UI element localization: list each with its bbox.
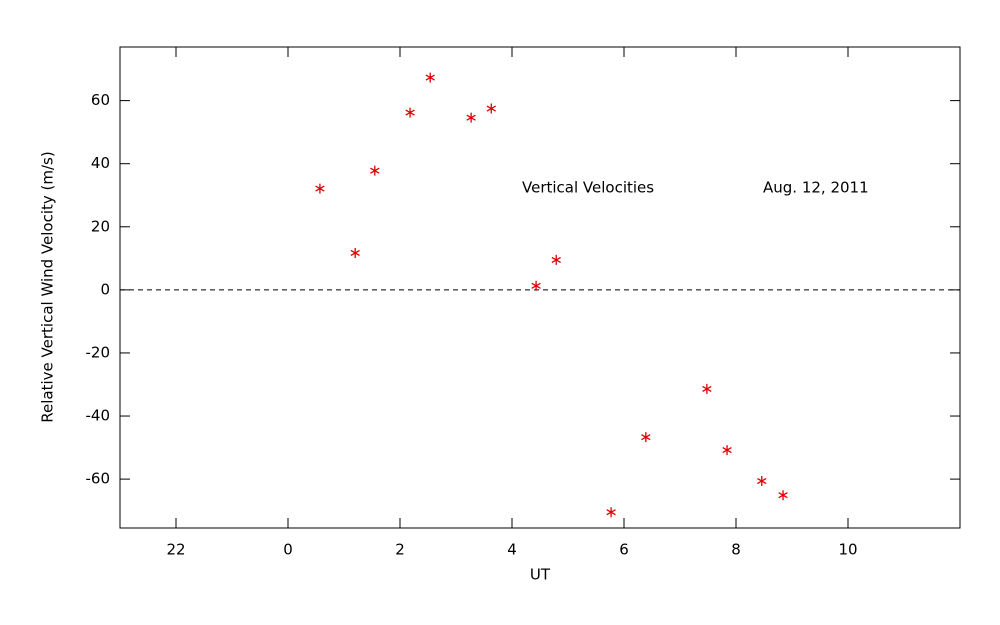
y-tick-label: -60 — [86, 470, 111, 488]
x-tick-label: 22 — [166, 541, 185, 559]
annotation: Vertical Velocities — [522, 179, 654, 197]
data-point — [531, 280, 541, 291]
y-tick-label: 20 — [91, 217, 110, 235]
y-tick-label: -40 — [86, 407, 111, 425]
x-tick-label: 0 — [283, 541, 293, 559]
y-tick-label: 60 — [91, 91, 110, 109]
y-tick-label: -20 — [86, 343, 111, 361]
x-tick-label: 8 — [731, 541, 741, 559]
x-tick-label: 2 — [395, 541, 405, 559]
data-point — [315, 183, 325, 194]
data-point — [778, 490, 788, 501]
x-tick-label: 6 — [619, 541, 629, 559]
data-point — [425, 72, 435, 83]
data-point — [486, 103, 496, 114]
x-tick-label: 10 — [838, 541, 857, 559]
data-point — [350, 247, 360, 258]
data-point — [466, 112, 476, 123]
y-tick-label: 0 — [100, 280, 110, 298]
plot-frame — [119, 46, 961, 529]
data-point — [405, 107, 415, 118]
data-point — [722, 445, 732, 456]
y-tick-label: 40 — [91, 154, 110, 172]
x-axis-label: UT — [530, 566, 551, 584]
data-point — [370, 165, 380, 176]
data-point — [641, 432, 651, 443]
y-axis-label: Relative Vertical Wind Velocity (m/s) — [39, 151, 57, 422]
annotation: Aug. 12, 2011 — [763, 179, 869, 197]
data-point — [757, 476, 767, 487]
data-point — [606, 507, 616, 518]
data-point — [702, 383, 712, 394]
x-tick-label: 4 — [507, 541, 517, 559]
data-point — [551, 254, 561, 265]
